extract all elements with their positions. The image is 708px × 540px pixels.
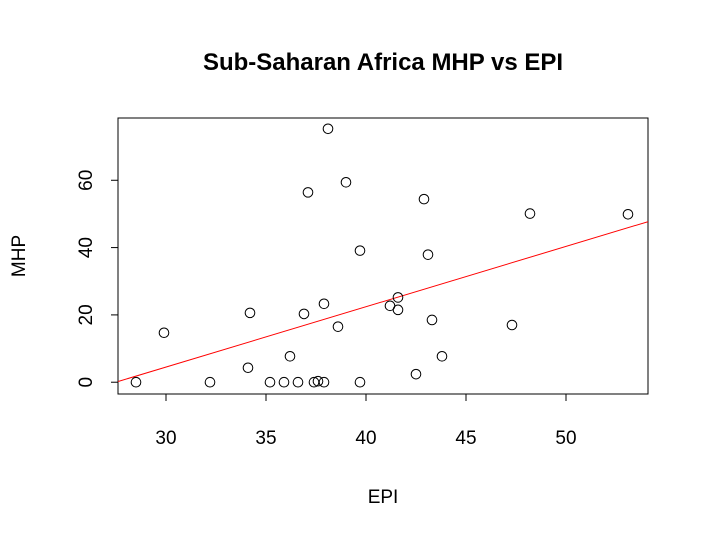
data-point	[318, 298, 330, 310]
data-point	[130, 376, 142, 388]
data-point	[284, 351, 296, 362]
data-point	[318, 376, 330, 388]
chart-title: Sub-Saharan Africa MHP vs EPI	[203, 49, 563, 76]
data-point	[264, 376, 276, 388]
data-point	[322, 123, 334, 135]
data-point	[332, 321, 344, 332]
data-point	[204, 376, 216, 388]
plot-frame	[117, 117, 649, 395]
data-point	[392, 304, 404, 316]
x-tick-label: 40	[355, 428, 376, 449]
data-point	[422, 249, 434, 260]
data-point	[436, 351, 448, 362]
fit-line-layer	[118, 221, 648, 383]
points-layer	[130, 123, 634, 388]
x-tick-label: 45	[455, 428, 476, 449]
y-tick-label: 40	[76, 237, 97, 258]
x-tick-label: 50	[555, 428, 576, 449]
data-point	[354, 376, 366, 388]
data-point	[312, 375, 324, 387]
data-point	[426, 314, 438, 326]
data-point	[410, 368, 422, 380]
x-axis: 30 35 40 45 50	[155, 393, 577, 449]
x-axis-label: EPI	[368, 487, 399, 508]
data-point	[418, 193, 430, 205]
data-point	[622, 208, 634, 220]
data-point	[242, 362, 254, 374]
data-point	[506, 319, 518, 331]
y-tick-label: 20	[76, 304, 97, 325]
y-axis-label: MHP	[9, 235, 30, 277]
data-point	[158, 327, 170, 339]
data-point	[354, 245, 366, 256]
data-point	[278, 376, 290, 388]
data-point	[292, 376, 304, 388]
x-tick-label: 30	[155, 428, 176, 449]
data-point	[524, 208, 536, 219]
data-point	[302, 187, 314, 198]
data-point	[392, 292, 404, 303]
x-tick-label: 35	[255, 428, 276, 449]
data-point	[244, 307, 256, 319]
y-tick-label: 0	[76, 377, 97, 388]
data-point	[340, 176, 352, 188]
y-tick-label: 60	[76, 170, 97, 191]
data-point	[298, 308, 310, 320]
regression-line	[118, 221, 648, 383]
y-axis: 0 20 40 60	[76, 170, 119, 388]
